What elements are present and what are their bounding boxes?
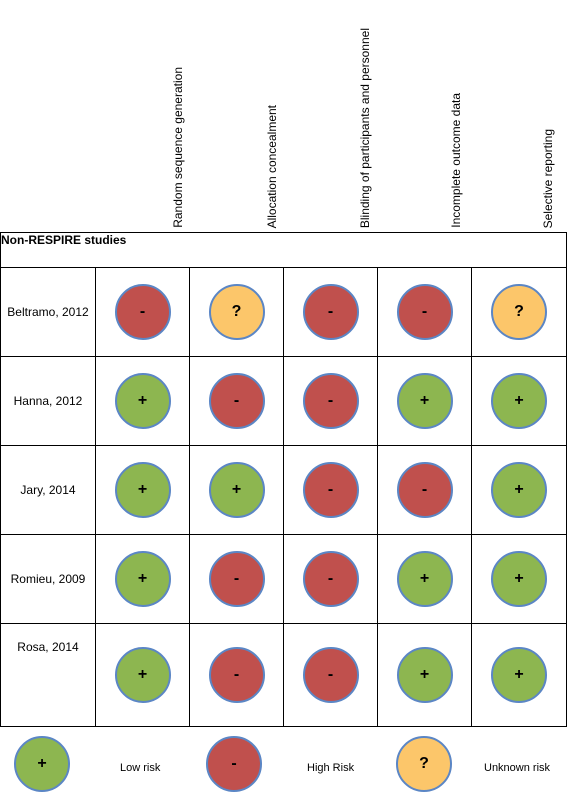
risk-indicator: + — [491, 462, 548, 518]
legend: + Low risk - High Risk ? Unknown risk — [0, 734, 567, 796]
risk-indicator: + — [491, 647, 548, 703]
legend-unknown-label: Unknown risk — [484, 762, 551, 774]
risk-indicator: - — [208, 373, 265, 429]
section-row: Non-RESPIRE studies — [0, 232, 567, 268]
risk-indicator: + — [114, 647, 171, 703]
column-header-allocation: Allocation concealment — [212, 0, 304, 232]
legend-low-indicator: + — [14, 736, 70, 792]
column-label: Incomplete outcome data — [449, 93, 463, 228]
study-name: Jary, 2014 — [0, 445, 96, 535]
legend-high-label: High Risk — [307, 762, 355, 774]
column-header-blinding: Blinding of participants and personnel — [305, 0, 397, 232]
section-title: Non-RESPIRE studies — [0, 232, 567, 268]
risk-indicator: + — [114, 551, 171, 607]
risk-indicator: - — [302, 284, 359, 340]
study-name: Beltramo, 2012 — [0, 267, 96, 357]
risk-of-bias-table: Non-RESPIRE studies Beltramo, 2012 - ? -… — [0, 232, 567, 727]
risk-indicator: - — [396, 462, 453, 518]
risk-indicator: - — [302, 551, 359, 607]
table-row: Romieu, 2009 + - - + + — [0, 534, 567, 624]
risk-indicator: + — [491, 551, 548, 607]
table-row: Jary, 2014 + + - - + — [0, 445, 567, 535]
study-name: Romieu, 2009 — [0, 534, 96, 624]
risk-indicator: - — [208, 551, 265, 607]
column-header-incomplete: Incomplete outcome data — [396, 0, 488, 232]
risk-indicator: + — [396, 373, 453, 429]
column-label: Allocation concealment — [265, 104, 279, 228]
risk-indicator: - — [302, 462, 359, 518]
risk-indicator: + — [208, 462, 265, 518]
risk-indicator: + — [396, 647, 453, 703]
table-row: Hanna, 2012 + - - + + — [0, 356, 567, 446]
risk-indicator: - — [302, 647, 359, 703]
risk-indicator: - — [396, 284, 453, 340]
table-row: Beltramo, 2012 - ? - - ? — [0, 267, 567, 357]
column-label: Blinding of participants and personnel — [358, 27, 372, 228]
study-name: Rosa, 2014 — [0, 623, 96, 727]
column-header-selective: Selective reporting — [488, 0, 567, 232]
study-name: Hanna, 2012 — [0, 356, 96, 446]
table-row: Rosa, 2014 + - - + + — [0, 623, 567, 727]
risk-indicator: + — [491, 373, 548, 429]
column-label: Selective reporting — [541, 128, 555, 228]
risk-indicator: ? — [208, 284, 265, 340]
risk-indicator: - — [114, 284, 171, 340]
column-label: Random sequence generation — [171, 67, 185, 228]
risk-indicator: + — [114, 373, 171, 429]
legend-high-indicator: - — [206, 736, 262, 792]
risk-indicator: ? — [491, 284, 548, 340]
risk-indicator: - — [208, 647, 265, 703]
risk-indicator: - — [302, 373, 359, 429]
column-header-random: Random sequence generation — [118, 0, 210, 232]
legend-low-label: Low risk — [120, 762, 161, 774]
legend-unknown-indicator: ? — [396, 736, 452, 792]
risk-indicator: + — [396, 551, 453, 607]
risk-indicator: + — [114, 462, 171, 518]
